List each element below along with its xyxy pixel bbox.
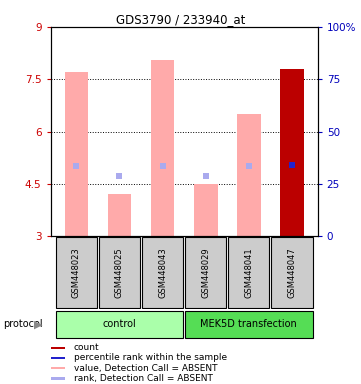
Text: protocol: protocol — [4, 319, 43, 329]
Bar — [185, 237, 226, 308]
Text: rank, Detection Call = ABSENT: rank, Detection Call = ABSENT — [74, 374, 213, 383]
Bar — [51, 377, 65, 380]
Text: count: count — [74, 343, 99, 352]
Text: GSM448025: GSM448025 — [115, 247, 124, 298]
Bar — [185, 311, 313, 338]
Text: control: control — [103, 319, 136, 329]
Text: GSM448023: GSM448023 — [72, 247, 81, 298]
Text: percentile rank within the sample: percentile rank within the sample — [74, 353, 227, 362]
Text: GDS3790 / 233940_at: GDS3790 / 233940_at — [116, 13, 245, 26]
Text: GSM448041: GSM448041 — [244, 247, 253, 298]
Text: MEK5D transfection: MEK5D transfection — [200, 319, 297, 329]
Bar — [194, 184, 217, 236]
Bar — [108, 194, 131, 236]
Bar — [65, 72, 88, 236]
Bar — [99, 237, 140, 308]
Bar — [271, 237, 313, 308]
Bar — [56, 311, 183, 338]
Text: GSM448029: GSM448029 — [201, 247, 210, 298]
Text: value, Detection Call = ABSENT: value, Detection Call = ABSENT — [74, 364, 217, 372]
Bar — [151, 60, 174, 236]
Bar — [56, 237, 97, 308]
Text: GSM448047: GSM448047 — [287, 247, 296, 298]
Bar — [237, 114, 261, 236]
Bar — [280, 69, 304, 236]
Bar — [51, 347, 65, 349]
Text: GSM448043: GSM448043 — [158, 247, 167, 298]
Bar — [51, 357, 65, 359]
Bar — [228, 237, 269, 308]
Bar — [51, 367, 65, 369]
Text: ▶: ▶ — [34, 319, 42, 329]
Bar — [142, 237, 183, 308]
